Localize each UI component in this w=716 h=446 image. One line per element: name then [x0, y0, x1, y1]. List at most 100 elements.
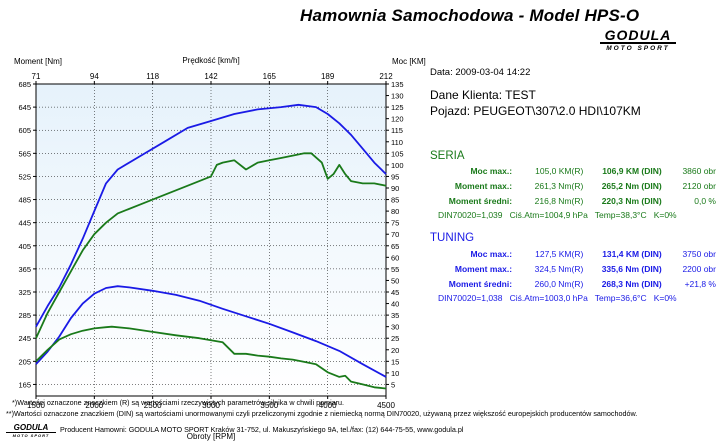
tuning-atm: Ciś.Atm=1003,0 hPa	[509, 293, 588, 303]
left-tick-label: 485	[18, 196, 31, 205]
right-tick-label: 100	[391, 161, 404, 170]
dyno-title: Hamownia Samochodowa - Model HPS-O	[300, 6, 640, 25]
right-tick-label: 85	[391, 196, 399, 205]
left-tick-label: 245	[18, 334, 31, 343]
seria-power-line	[35, 152, 387, 339]
tuning-temp: Temp=36,6°C	[594, 293, 647, 303]
top-tick-label: 212	[379, 72, 393, 81]
seria-table: Moc max.: 105,0 KM(R) 106,9 KM (DIN) 3860 o…	[436, 163, 716, 208]
x-tick-label: 2000	[85, 401, 103, 410]
x-tick-label: 2500	[144, 401, 162, 410]
tuning-din: DIN70020=1,038	[438, 293, 503, 303]
tuning-k: K=0%	[653, 293, 677, 303]
right-tick-label: 80	[391, 207, 399, 216]
top-tick-label: 94	[90, 72, 99, 81]
left-tick-label: 445	[18, 219, 31, 228]
right-tick-label: 135	[391, 80, 404, 89]
right-tick-label: 50	[391, 276, 399, 285]
left-tick-label: 685	[18, 80, 31, 89]
left-tick-label: 365	[18, 265, 31, 274]
producer-info: Producent Hamowni: GODULA MOTO SPORT Kra…	[60, 425, 464, 434]
series-lines	[35, 103, 387, 390]
seria-din: DIN70020=1,039	[438, 210, 503, 220]
seria-value-r: 105,0 KM(R)	[535, 165, 584, 176]
right-tick-label: 75	[391, 219, 399, 228]
footer-logo-main: GODULA	[6, 424, 56, 433]
seria-label: Moc max.:	[470, 165, 513, 176]
tuning-value-rpm: 3750 obr	[682, 248, 716, 259]
left-tick-label: 285	[18, 311, 31, 320]
right-tick-label: 60	[391, 253, 399, 262]
right-tick-label: 10	[391, 369, 399, 378]
right-tick-label: 20	[391, 346, 399, 355]
left-tick-label: 645	[18, 103, 31, 112]
footnote-r: *)Wartości oznaczone znaczkiem (R) są wa…	[12, 398, 345, 407]
right-tick-label: 15	[391, 357, 399, 366]
seria-row: Moment średni: 216,8 Nm(R) 220,3 Nm (DIN) 0…	[436, 193, 716, 208]
top-tick-label: 118	[146, 72, 159, 81]
tuning-label: Moc max.:	[470, 248, 513, 259]
tuning-value-pct: +21,8 %	[684, 278, 716, 289]
tuning-label: Moment średni:	[448, 278, 513, 289]
right-tick-label: 110	[391, 138, 403, 147]
x-axis-label: Obroty [RPM]	[187, 432, 235, 441]
top-tick-label: 189	[321, 72, 335, 81]
right-tick-label: 40	[391, 300, 399, 309]
vehicle-name: Pojazd: PEUGEOT\307\2.0 HDI\107KM	[430, 104, 641, 118]
seria-torque-line	[35, 325, 387, 390]
tuning-value-din: 335,6 Nm (DIN)	[601, 263, 662, 274]
right-tick-label: 125	[391, 103, 404, 112]
seria-value-rpm: 3860 obr	[682, 165, 716, 176]
top-tick-label: 142	[204, 72, 218, 81]
right-tick-label: 65	[391, 242, 399, 251]
seria-value-rpm: 2120 obr	[682, 180, 716, 191]
tuning-conditions: DIN70020=1,038 Ciś.Atm=1003,0 hPa Temp=3…	[438, 293, 677, 303]
left-tick-label: 405	[18, 242, 31, 251]
tuning-value-r: 127,5 KM(R)	[535, 248, 584, 259]
right-tick-label: 70	[391, 230, 399, 239]
footnote-din: **)Wartości oznaczone znaczkiem (DIN) są…	[6, 409, 638, 418]
top-tick-label: 71	[32, 72, 41, 81]
left-tick-label: 205	[18, 357, 31, 366]
tuning-row: Moment średni: 260,0 Nm(R) 268,3 Nm (DIN) +…	[436, 276, 716, 291]
left-tick-label: 605	[18, 126, 31, 135]
seria-value-r: 216,8 Nm(R)	[534, 195, 584, 206]
left-tick-label: 525	[18, 172, 31, 181]
tuning-row: Moc max.: 127,5 KM(R) 131,4 KM (DIN) 3750 o…	[436, 246, 716, 261]
seria-temp: Temp=38,3°C	[594, 210, 647, 220]
seria-value-r: 261,3 Nm(R)	[534, 180, 584, 191]
left-tick-label: 165	[18, 380, 31, 389]
x-tick-label: 1500	[27, 401, 45, 410]
left-tick-label: 565	[18, 149, 31, 158]
top-tick-label: 165	[263, 72, 277, 81]
left-axis-label: Moment [Nm]	[14, 57, 62, 66]
test-date: Data: 2009-03-04 14:22	[430, 67, 531, 78]
seria-value-din: 265,2 Nm (DIN)	[601, 180, 662, 191]
seria-value-pct: 0,0 %	[694, 195, 716, 206]
right-tick-label: 95	[391, 172, 399, 181]
seria-value-din: 220,3 Nm (DIN)	[601, 195, 662, 206]
right-tick-label: 55	[391, 265, 399, 274]
left-tick-label: 325	[18, 288, 31, 297]
seria-label: Moment max.:	[454, 180, 513, 191]
seria-row: Moment max.: 261,3 Nm(R) 265,2 Nm (DIN) 212…	[436, 178, 716, 193]
seria-label: Moment średni:	[448, 195, 513, 206]
right-tick-label: 5	[391, 380, 395, 389]
tuning-value-din: 131,4 KM (DIN)	[602, 248, 662, 259]
right-tick-label: 25	[391, 334, 399, 343]
right-tick-label: 30	[391, 323, 399, 332]
tuning-value-din: 268,3 Nm (DIN)	[601, 278, 662, 289]
right-axis-label: Moc [KM]	[392, 57, 426, 66]
tuning-power-line	[35, 103, 387, 328]
right-tick-label: 105	[391, 149, 404, 158]
axis-ticks: 1500 2000 2500 3000 3500 4000 4500 71 94 118 142 16…	[18, 72, 403, 410]
tuning-table: Moc max.: 127,5 KM(R) 131,4 KM (DIN) 3750 o…	[436, 246, 716, 291]
right-tick-label: 35	[391, 311, 399, 320]
x-tick-label: 4500	[377, 401, 395, 410]
right-tick-label: 45	[391, 288, 399, 297]
logo-sub: MOTO SPORT	[606, 45, 670, 52]
tuning-torque-line	[35, 285, 387, 378]
x-tick-label: 4000	[319, 401, 337, 410]
seria-k: K=0%	[653, 210, 677, 220]
tuning-value-rpm: 2200 obr	[682, 263, 716, 274]
